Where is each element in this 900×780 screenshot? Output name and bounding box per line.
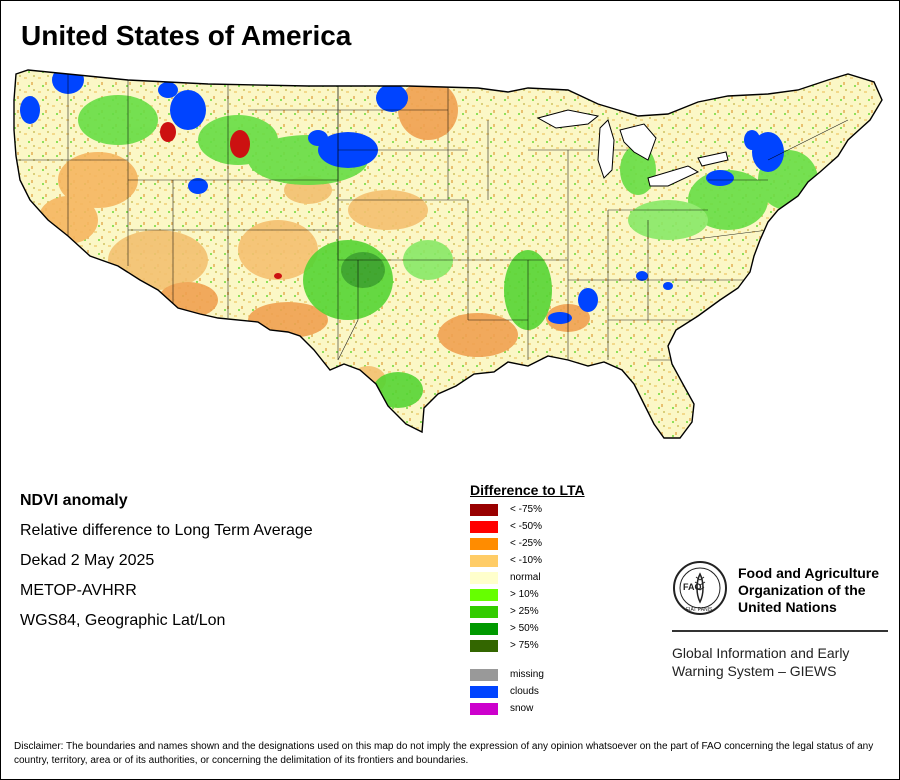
legend: Difference to LTA < -75% < -50% < -25% < -1…	[470, 482, 630, 718]
legend-item: < -75%	[470, 502, 630, 519]
legend-label: < -25%	[510, 538, 542, 549]
giews-name-line: Warning System – GIEWS	[672, 663, 837, 679]
legend-swatch	[470, 623, 498, 635]
divider	[672, 630, 888, 632]
legend-item: > 75%	[470, 638, 630, 655]
map-title: United States of America	[21, 20, 352, 51]
severe-deficit-patches	[160, 122, 282, 279]
legend-label: > 10%	[510, 589, 539, 600]
legend-label: < -10%	[510, 555, 542, 566]
legend-swatch	[470, 555, 498, 567]
legend-swatch	[470, 538, 498, 550]
giews-name-line: Global Information and Early	[672, 645, 850, 661]
fao-logo-motto: FIAT PANIS	[686, 607, 713, 613]
legend-label: clouds	[510, 686, 539, 697]
ndvi-anomaly-map	[13, 69, 883, 439]
map-info: NDVI anomaly Relative difference to Long…	[20, 486, 313, 636]
sensor-name: METOP-AVHRR	[20, 582, 137, 599]
projection: WGS84, Geographic Lat/Lon	[20, 612, 226, 629]
legend-item: missing	[470, 667, 630, 684]
legend-swatch	[470, 504, 498, 516]
organization-name: Food and Agriculture Organization of the…	[738, 565, 879, 616]
legend-label: snow	[510, 703, 534, 714]
legend-label: < -50%	[510, 521, 542, 532]
legend-item: > 10%	[470, 587, 630, 604]
legend-item: clouds	[470, 684, 630, 701]
legend-label: < -75%	[510, 504, 542, 515]
giews-name: Global Information and Early Warning Sys…	[672, 644, 849, 680]
legend-swatch	[470, 686, 498, 698]
fao-logo-text: FAO	[683, 582, 702, 592]
legend-swatch	[470, 703, 498, 715]
legend-item: < -25%	[470, 536, 630, 553]
legend-swatch	[470, 606, 498, 618]
product-name: NDVI anomaly	[20, 492, 128, 509]
legend-item: < -10%	[470, 553, 630, 570]
legend-label: > 25%	[510, 606, 539, 617]
fao-logo: FAO FIAT PANIS	[673, 561, 727, 615]
legend-item: snow	[470, 701, 630, 718]
product-description: Relative difference to Long Term Average	[20, 522, 313, 539]
legend-label: > 50%	[510, 623, 539, 634]
legend-swatch	[470, 669, 498, 681]
organization-name-line: Food and Agriculture	[738, 565, 880, 581]
time-period: Dekad 2 May 2025	[20, 552, 155, 569]
legend-swatch	[470, 640, 498, 652]
great-lakes	[536, 109, 729, 187]
legend-classes: < -75% < -50% < -25% < -10% normal > 10% > 25%…	[470, 502, 630, 655]
legend-swatch	[470, 572, 498, 584]
disclaimer: Disclaimer: The boundaries and names sho…	[14, 741, 874, 766]
state-boundaries	[16, 74, 849, 361]
organization-name-line: Organization of the	[738, 582, 866, 598]
organization-name-line: United Nations	[738, 599, 837, 615]
legend-swatch	[470, 589, 498, 601]
legend-other-classes: missing clouds snow	[470, 667, 630, 718]
legend-label: missing	[510, 669, 544, 680]
legend-item: > 25%	[470, 604, 630, 621]
legend-label: normal	[510, 572, 541, 583]
legend-item: > 50%	[470, 621, 630, 638]
legend-swatch	[470, 521, 498, 533]
legend-item: < -50%	[470, 519, 630, 536]
legend-item: normal	[470, 570, 630, 587]
legend-title: Difference to LTA	[470, 482, 585, 498]
legend-label: > 75%	[510, 640, 539, 651]
